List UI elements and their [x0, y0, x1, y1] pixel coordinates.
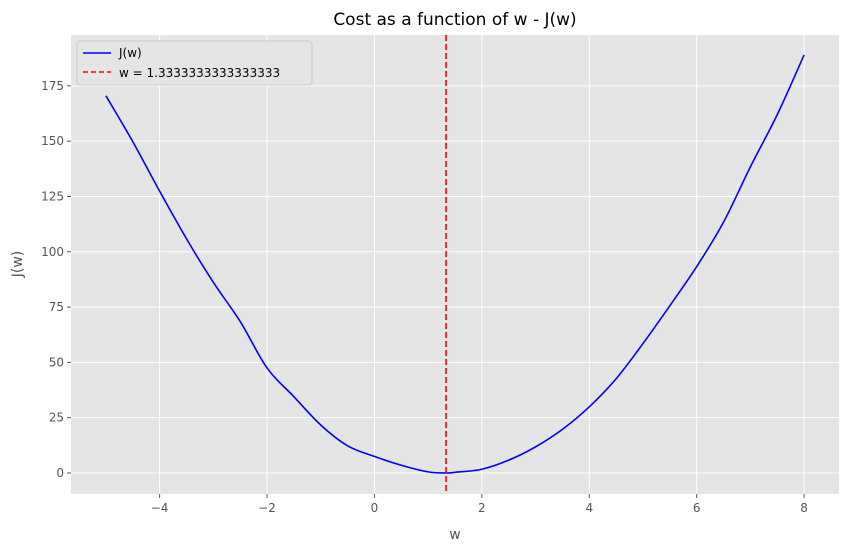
plot-background [71, 35, 839, 494]
grid-x [159, 35, 805, 494]
series-line-cost [105, 54, 805, 474]
x-axis-label: w [449, 527, 460, 543]
x-tick-label: 4 [585, 501, 593, 515]
x-tick-label: −2 [258, 501, 276, 515]
series-layer [105, 35, 805, 494]
y-tick-label: 75 [49, 300, 64, 314]
legend-label-curve: J(w) [118, 46, 142, 60]
x-tick-label: 0 [371, 501, 379, 515]
x-tick-label: 8 [800, 501, 808, 515]
legend: J(w) w = 1.3333333333333333 [76, 40, 313, 86]
x-tick-label: 2 [478, 501, 486, 515]
y-tick-label: 0 [56, 466, 64, 480]
legend-label-vline: w = 1.3333333333333333 [119, 66, 280, 80]
y-tick-label: 25 [49, 411, 64, 425]
y-ticks: 0 25 50 75 100 125 150 175 [41, 79, 71, 480]
legend-box [76, 40, 313, 86]
y-tick-label: 50 [49, 355, 64, 369]
x-tick-label: −4 [151, 501, 169, 515]
y-tick-label: 125 [41, 189, 64, 203]
x-tick-label: 6 [693, 501, 701, 515]
y-tick-label: 150 [41, 134, 64, 148]
grid-y [71, 85, 839, 474]
x-ticks: −4 −2 0 2 4 6 8 [151, 494, 808, 515]
y-tick-label: 100 [41, 245, 64, 259]
y-axis-label: J(w) [10, 251, 26, 279]
y-tick-label: 175 [41, 79, 64, 93]
chart-title: Cost as a function of w - J(w) [333, 10, 576, 30]
